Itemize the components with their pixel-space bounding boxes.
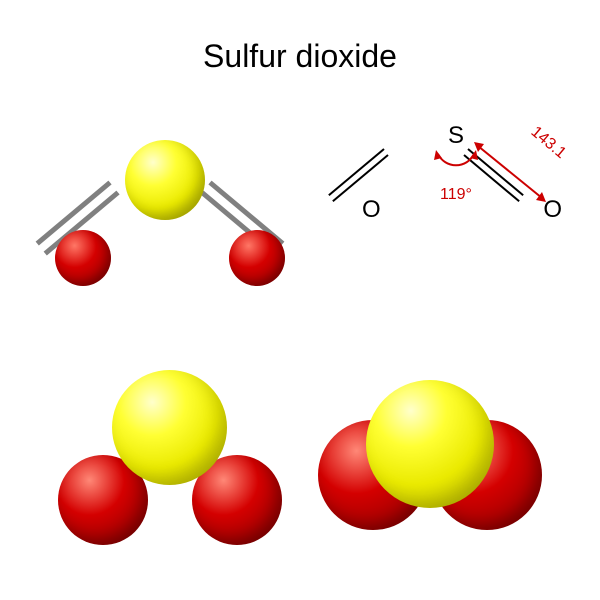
oxygen-atom-left — [55, 230, 111, 286]
oxygen-atom-right — [229, 230, 285, 286]
ball-model — [40, 340, 300, 560]
ball-and-stick-model — [40, 100, 300, 320]
bond-line-left-2 — [332, 154, 388, 202]
oxygen-label-left: O — [362, 196, 381, 224]
bond-line-left-1 — [328, 148, 384, 196]
space-filling-model — [300, 340, 560, 560]
sulfur-atom — [125, 140, 205, 220]
sulfur-atom-big — [112, 370, 227, 485]
structural-formula: S O O 119° 143.1 — [350, 110, 570, 290]
sulfur-sphere — [366, 380, 494, 508]
bond-angle-value: 119° — [440, 186, 472, 204]
sulfur-label: S — [448, 122, 464, 150]
page-title: Sulfur dioxide — [203, 38, 397, 75]
